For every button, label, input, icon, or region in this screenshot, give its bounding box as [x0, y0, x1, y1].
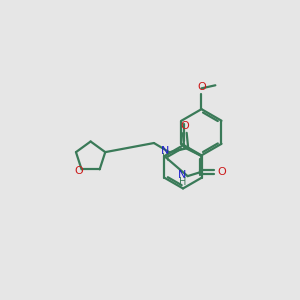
Text: O: O: [218, 167, 226, 177]
Text: H: H: [178, 177, 186, 187]
Text: O: O: [197, 82, 206, 92]
Text: O: O: [180, 121, 189, 131]
Text: N: N: [178, 170, 186, 180]
Text: H: H: [162, 153, 169, 164]
Text: O: O: [75, 166, 84, 176]
Text: N: N: [161, 146, 170, 156]
